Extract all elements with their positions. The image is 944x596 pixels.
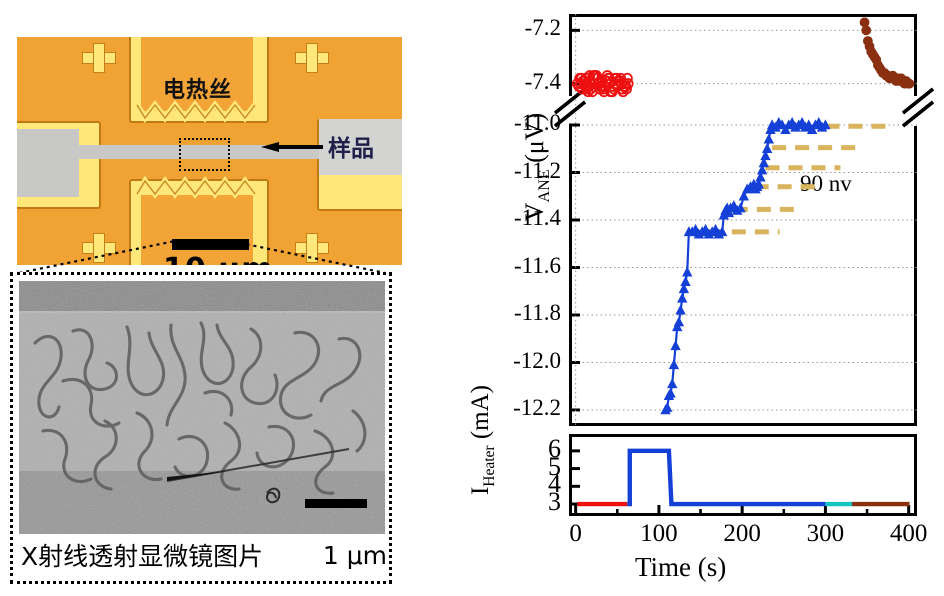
y-tick-label: -11.8: [513, 300, 561, 325]
xtm-scalebar-label: 1 μm: [322, 540, 387, 570]
sample-label: 样品: [328, 136, 374, 162]
heater-wire-upper: [134, 100, 258, 124]
xtm-image: [19, 281, 385, 534]
series-initial-state-red: [571, 70, 634, 98]
y-tick-label: -7.2: [524, 15, 561, 41]
x-axis-label: Time (s): [635, 552, 727, 582]
x-tick-label: 100: [640, 520, 678, 547]
vane-plot-canvas: [553, 14, 935, 516]
xtm-caption-text: X射线透射显微镜图片: [21, 542, 264, 571]
y-tick-label: -11.2: [513, 157, 561, 183]
y-tick-label: -11.0: [513, 110, 561, 135]
x-tick-label: 300: [806, 520, 845, 547]
series-final-state-brown: [859, 17, 915, 89]
y-tick-label-iheater: 5: [548, 451, 561, 481]
optical-micrograph-panel: 电热丝 样品 10 μm: [17, 37, 402, 265]
series-staircase-blue: [660, 117, 831, 415]
x-tick-label: 200: [723, 520, 761, 547]
x-tick-label: 0: [569, 520, 582, 547]
roi-dotted-box: [179, 138, 230, 171]
axis-break-mark: [901, 87, 935, 115]
y-tick-label: -12.0: [513, 347, 561, 373]
y-tick-label: -7.4: [524, 68, 561, 94]
sample-label-box: [319, 119, 402, 175]
x-tick-label: 400: [889, 520, 928, 547]
heater-wire-lower: [134, 175, 258, 199]
annotation-90nv: 90 nv: [800, 171, 852, 196]
chart-area: VANE (μV) IHeater (mA) Time (s) 90 nv -7…: [455, 0, 944, 596]
axis-break-mark: [553, 100, 587, 128]
y-tick-label-iheater: 4: [548, 469, 561, 499]
sample-arrow-icon: [261, 142, 323, 152]
axis-break-mark: [901, 100, 935, 128]
sample-pad-left: [17, 129, 79, 197]
xtm-panel: X射线透射显微镜图片 1 μm: [10, 272, 392, 584]
y-tick-label: -11.6: [513, 252, 561, 278]
y-tick-label-iheater: 6: [548, 433, 561, 463]
zoom-guide-lines: [13, 238, 391, 276]
scalebar-10um-label: 10 μm: [163, 252, 274, 265]
y-tick-label-iheater: 3: [548, 487, 561, 517]
iheater-pulse-blue: [627, 448, 826, 507]
xtm-caption: X射线透射显微镜图片 1 μm: [21, 537, 387, 573]
y-tick-label: -11.4: [513, 205, 561, 230]
y-tick-label: -12.2: [513, 395, 561, 420]
heater-label: 电热丝: [163, 78, 233, 103]
heater-lead-upper-fill: [141, 37, 253, 111]
heater-lead-lower-fill: [141, 195, 253, 265]
scalebar-10um: [172, 239, 249, 250]
